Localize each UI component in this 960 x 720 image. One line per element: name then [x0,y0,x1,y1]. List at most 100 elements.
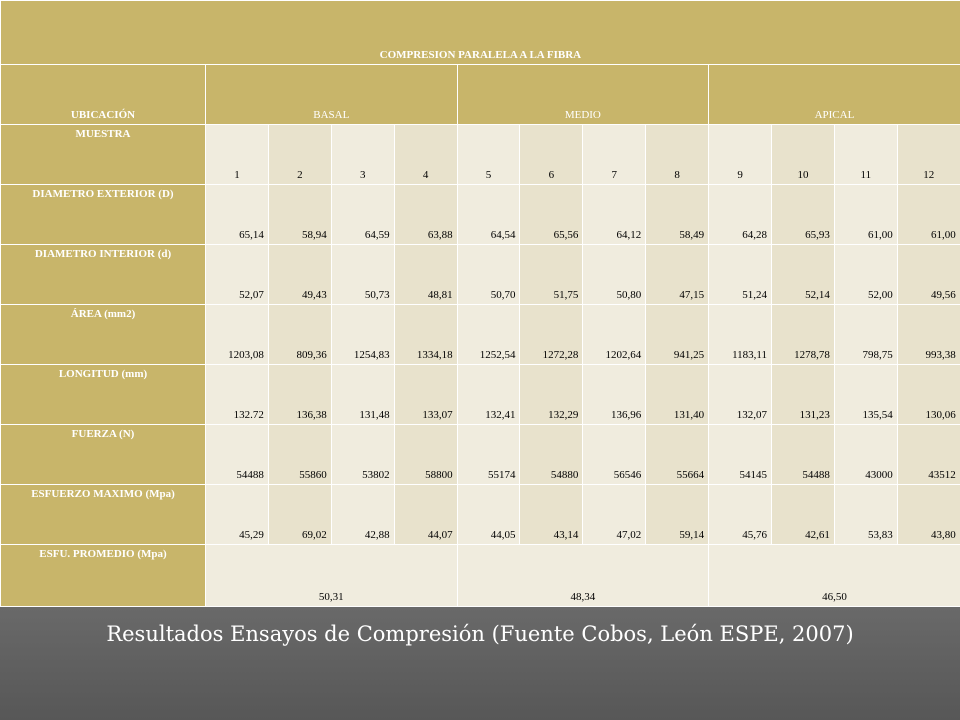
table-row: ESFUERZO MAXIMO (Mpa) 45,29 69,02 42,88 44,… [0,484,960,545]
table-cell: 53802 [330,424,395,485]
avg-basal: 50,31 [205,544,458,607]
table-cell: 54145 [708,424,773,485]
table-cell: 50,70 [456,244,521,305]
table-cell: 42,61 [771,484,835,545]
table-cell: 49,56 [896,244,960,305]
table-cell: 136,96 [582,364,647,425]
slide-caption: Resultados Ensayos de Compresión (Fuente… [106,622,854,646]
table-cell: 45,76 [708,484,773,545]
table-cell: 1203,08 [205,304,269,365]
table-cell: 55860 [267,424,332,485]
table-row: FUERZA (N) 54488 55860 53802 58800 55174 5488… [0,424,960,485]
row-label: DIAMETRO INTERIOR (d) [0,244,206,305]
table-cell: 65,14 [205,184,269,245]
table-cell: 52,00 [833,244,898,305]
table-row: LONGITUD (mm) 132.72 136,38 131,48 133,07 13… [0,364,960,425]
row-label: FUERZA (N) [0,424,206,485]
row-label: DIAMETRO EXTERIOR (D) [0,184,206,245]
table-cell: 42,88 [330,484,395,545]
row-label: ÁREA (mm2) [0,304,206,365]
table-cell: 56546 [582,424,647,485]
ubicacion-header: UBICACIÓN [0,64,206,125]
table-cell: 45,29 [205,484,269,545]
table-cell: 132,41 [456,364,521,425]
table-cell: 10 [771,124,835,185]
table-cell: 58,49 [645,184,710,245]
table-cell: 64,28 [708,184,773,245]
table-cell: 65,93 [771,184,835,245]
table-cell: 2 [267,124,332,185]
table-cell: 798,75 [833,304,898,365]
table-cell: 8 [645,124,710,185]
avg-medio: 48,34 [456,544,710,607]
table-cell: 43512 [896,424,960,485]
table-cell: 61,00 [896,184,960,245]
table-cell: 58800 [393,424,458,485]
table-cell: 1272,28 [519,304,584,365]
table-cell: 58,94 [267,184,332,245]
table-row: DIAMETRO EXTERIOR (D) 65,14 58,94 64,59 63,… [0,184,960,245]
table-cell: 4 [393,124,458,185]
table-cell: 1334,18 [393,304,458,365]
table-cell: 64,54 [456,184,521,245]
row-label: MUESTRA [0,124,206,185]
table-cell: 53,83 [833,484,898,545]
table-cell: 50,73 [330,244,395,305]
table-cell: 1 [205,124,269,185]
table-cell: 1252,54 [456,304,521,365]
table-cell: 51,24 [708,244,773,305]
table-cell: 43,14 [519,484,584,545]
table-cell: 55174 [456,424,521,485]
table-cell: 131,48 [330,364,395,425]
table-cell: 135,54 [833,364,898,425]
table-cell: 54880 [519,424,584,485]
group-medio: MEDIO [456,64,710,125]
table-row: MUESTRA 1 2 3 4 5 6 7 8 9 10 11 12 [0,124,960,185]
table-row: ÁREA (mm2) 1203,08 809,36 1254,83 1334,18 12… [0,304,960,365]
table-cell: 1183,11 [708,304,773,365]
table-cell: 132,29 [519,364,584,425]
caption-band [0,602,960,720]
table-cell: 809,36 [267,304,332,365]
compression-results-table: COMPRESION PARALELA A LA FIBRA UBICACIÓN… [0,0,960,607]
table-cell: 136,38 [267,364,332,425]
table-cell: 47,15 [645,244,710,305]
table-cell: 55664 [645,424,710,485]
table-cell: 1278,78 [771,304,835,365]
table-cell: 12 [896,124,960,185]
table-cell: 65,56 [519,184,584,245]
group-basal: BASAL [205,64,458,125]
group-apical: APICAL [708,64,960,125]
table-cell: 69,02 [267,484,332,545]
table-cell: 130,06 [896,364,960,425]
table-cell: 3 [330,124,395,185]
row-label: ESFUERZO MAXIMO (Mpa) [0,484,206,545]
table-title: COMPRESION PARALELA A LA FIBRA [0,0,960,65]
table-cell: 9 [708,124,773,185]
table-cell: 131,23 [771,364,835,425]
table-cell: 50,80 [582,244,647,305]
table-cell: 5 [456,124,521,185]
table-cell: 132,07 [708,364,773,425]
table-cell: 132.72 [205,364,269,425]
table-cell: 47,02 [582,484,647,545]
table-cell: 993,38 [896,304,960,365]
table-cell: 48,81 [393,244,458,305]
table-cell: 6 [519,124,584,185]
table-cell: 131,40 [645,364,710,425]
table-cell: 54488 [205,424,269,485]
row-label: ESFU. PROMEDIO (Mpa) [0,544,206,607]
table-cell: 63,88 [393,184,458,245]
table-cell: 43,80 [896,484,960,545]
row-label: LONGITUD (mm) [0,364,206,425]
table-cell: 43000 [833,424,898,485]
table-row: ESFU. PROMEDIO (Mpa) 50,31 48,34 46,50 [0,544,960,607]
table-cell: 64,12 [582,184,647,245]
avg-apical: 46,50 [708,544,960,607]
table-cell: 44,05 [456,484,521,545]
table-cell: 133,07 [393,364,458,425]
table-cell: 44,07 [393,484,458,545]
table-cell: 11 [833,124,898,185]
table-cell: 7 [582,124,647,185]
table-cell: 52,14 [771,244,835,305]
